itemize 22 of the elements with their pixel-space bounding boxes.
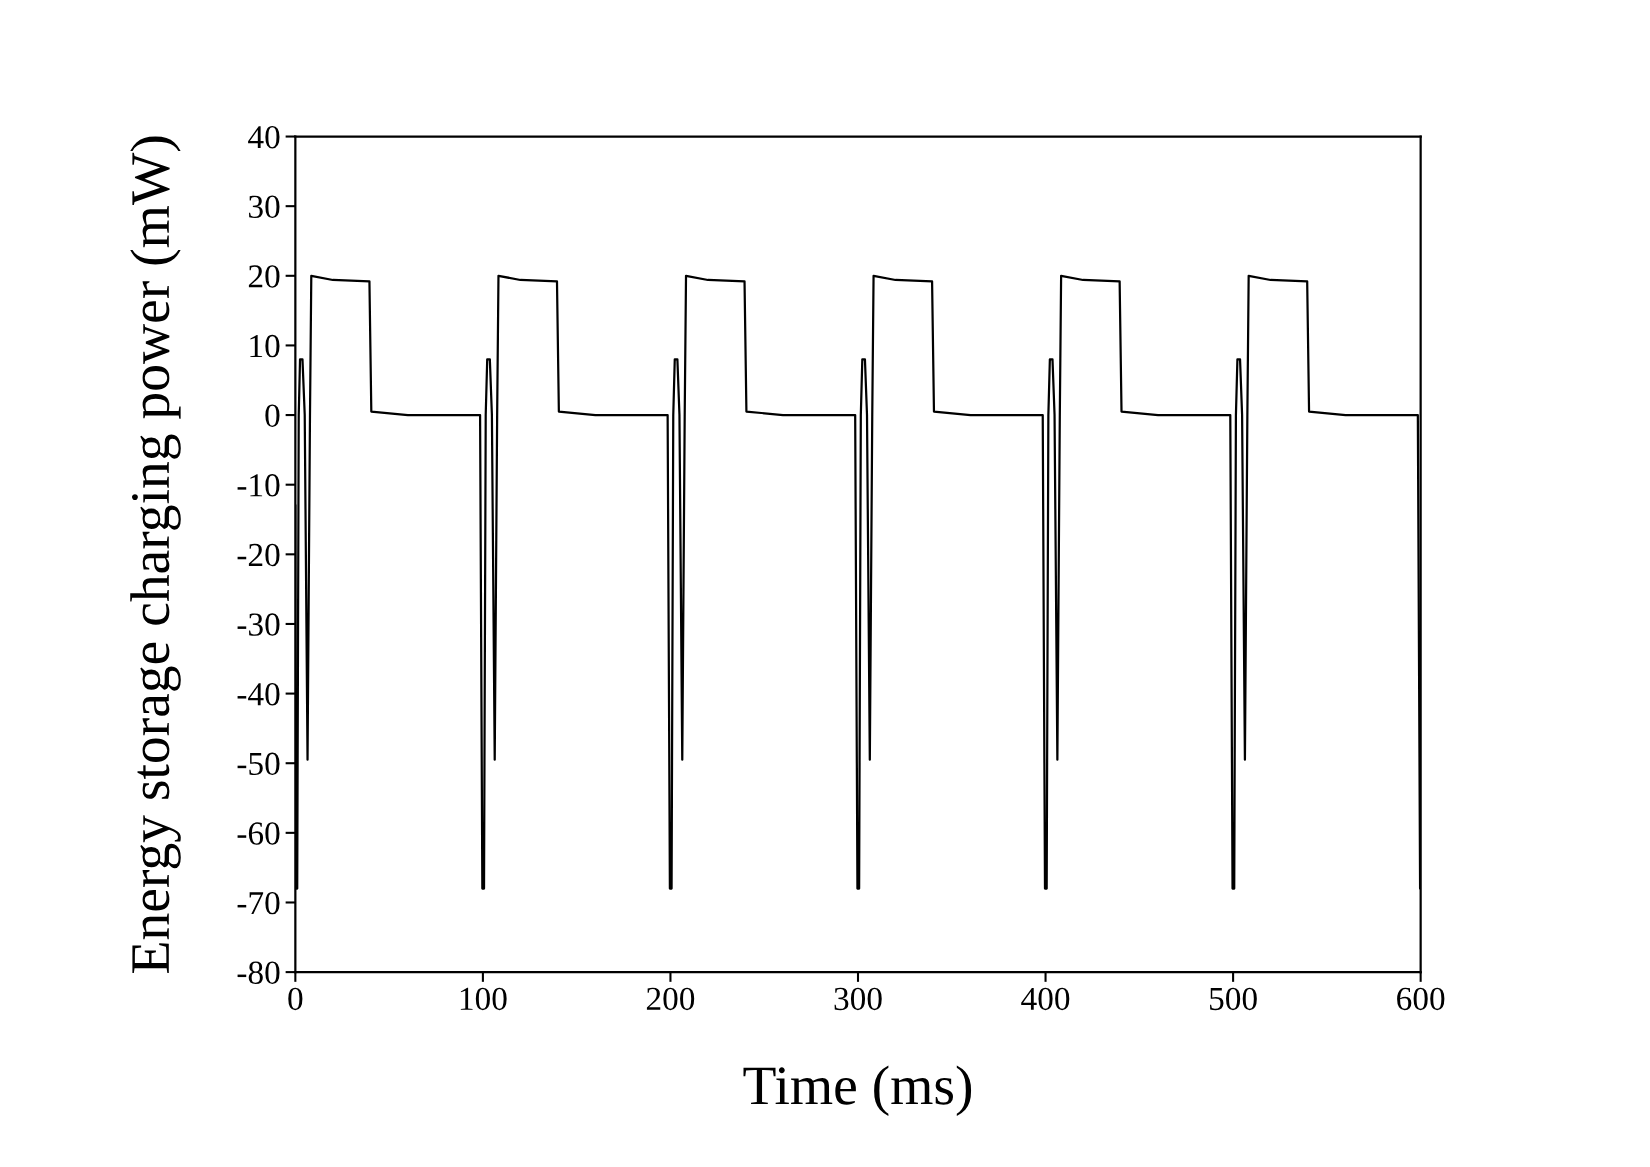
y-tick-label: 0	[265, 404, 280, 427]
y-tick-label: -10	[237, 474, 280, 497]
y-tick-label: -40	[237, 682, 280, 706]
y-tick-label: -20	[237, 543, 280, 567]
x-tick-label: 400	[1021, 987, 1070, 1011]
x-tick-label: 100	[460, 987, 507, 1011]
y-tick-label: 40	[248, 125, 280, 149]
y-tick-label: 20	[248, 265, 280, 288]
y-tick-label: -30	[237, 613, 280, 636]
y-tick-label: 10	[250, 334, 280, 358]
x-tick-label: 0	[288, 987, 303, 1011]
x-tick-label: 300	[834, 987, 882, 1011]
y-tick-label: 30	[249, 195, 280, 219]
y-axis-title: Energy storage charging power (mW)	[130, 136, 181, 973]
x-axis-title: Time (ms)	[743, 1065, 972, 1116]
y-tick-label: -50	[237, 752, 280, 776]
x-tick-label: 500	[1210, 987, 1257, 1011]
y-tick-label: -70	[237, 891, 280, 915]
x-tick-label: 200	[646, 987, 695, 1011]
y-tick-label: -60	[237, 822, 280, 845]
y-tick-label: -80	[237, 961, 280, 984]
x-tick-label: 600	[1397, 987, 1445, 1011]
